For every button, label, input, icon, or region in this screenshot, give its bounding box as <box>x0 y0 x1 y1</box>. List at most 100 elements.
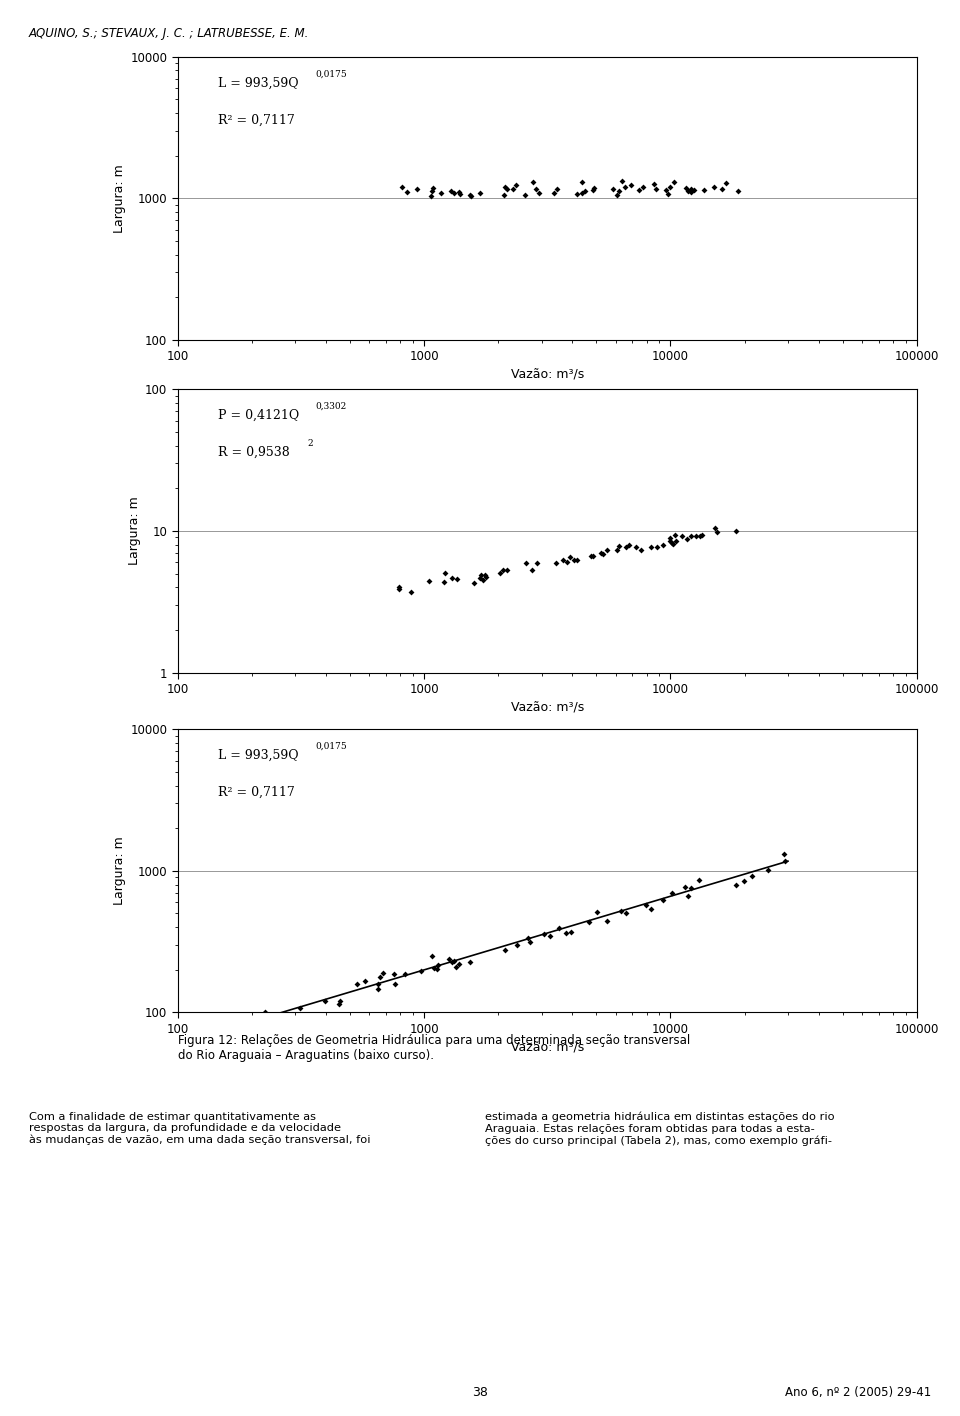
Point <box>423 184 439 207</box>
Point <box>745 865 760 888</box>
Point <box>430 957 445 980</box>
Point <box>372 966 388 988</box>
Point <box>662 530 678 552</box>
Point <box>665 532 681 555</box>
X-axis label: Vazão: m³/s: Vazão: m³/s <box>511 700 584 714</box>
Point <box>257 1000 273 1022</box>
Point <box>551 916 566 939</box>
Point <box>578 180 593 202</box>
Point <box>582 910 597 933</box>
Point <box>451 953 467 976</box>
X-axis label: Vazão: m³/s: Vazão: m³/s <box>511 1039 584 1054</box>
Point <box>662 176 678 198</box>
Point <box>499 177 515 200</box>
Point <box>667 524 683 547</box>
Point <box>386 963 401 986</box>
Point <box>614 170 630 193</box>
Point <box>643 898 659 920</box>
Point <box>585 178 600 201</box>
Point <box>424 180 440 202</box>
Point <box>462 952 477 974</box>
Point <box>658 178 673 201</box>
Point <box>495 558 511 581</box>
Point <box>688 525 704 548</box>
Point <box>446 181 462 204</box>
Text: 0,0175: 0,0175 <box>316 742 348 750</box>
Point <box>662 527 678 549</box>
Point <box>444 566 460 589</box>
Point <box>532 181 547 204</box>
Point <box>684 877 699 899</box>
Text: R² = 0,7117: R² = 0,7117 <box>218 113 295 126</box>
Point <box>441 949 456 971</box>
Text: AQUINO, S.; STEVAUX, J. C. ; LATRUBESSE, E. M.: AQUINO, S.; STEVAUX, J. C. ; LATRUBESSE,… <box>29 27 309 40</box>
Point <box>648 178 663 201</box>
Point <box>706 176 721 198</box>
Point <box>496 184 512 207</box>
Point <box>525 171 540 194</box>
Point <box>714 177 730 200</box>
Point <box>562 545 577 568</box>
Point <box>675 525 690 548</box>
Point <box>695 524 710 547</box>
Point <box>394 176 409 198</box>
Text: Ano 6, nº 2 (2005) 29-41: Ano 6, nº 2 (2005) 29-41 <box>785 1386 931 1399</box>
Point <box>629 535 644 558</box>
Point <box>656 534 671 556</box>
Point <box>449 568 465 590</box>
Point <box>426 956 442 978</box>
Point <box>613 899 629 922</box>
Point <box>448 956 464 978</box>
Point <box>586 544 601 566</box>
Point <box>548 552 564 575</box>
Point <box>569 183 585 205</box>
Point <box>508 173 523 195</box>
Point <box>414 960 429 983</box>
Text: L = 993,59Q: L = 993,59Q <box>218 749 299 762</box>
Y-axis label: Largura: m: Largura: m <box>128 497 141 565</box>
Point <box>473 564 489 586</box>
Point <box>691 869 707 892</box>
Point <box>529 552 544 575</box>
Point <box>517 552 533 575</box>
Point <box>638 893 654 916</box>
Point <box>612 180 627 202</box>
X-axis label: Vazão: m³/s: Vazão: m³/s <box>511 367 584 381</box>
Point <box>623 173 638 195</box>
Point <box>424 944 440 967</box>
Point <box>479 565 494 588</box>
Point <box>358 970 373 993</box>
Point <box>472 181 488 204</box>
Point <box>409 178 424 201</box>
Point <box>776 843 791 865</box>
Point <box>656 889 671 912</box>
Text: Figura 12: Relações de Geometria Hidráulica para uma determinada seção transvers: Figura 12: Relações de Geometria Hidrául… <box>178 1034 690 1062</box>
Point <box>679 528 694 551</box>
Text: 38: 38 <box>472 1386 488 1399</box>
Point <box>618 537 634 559</box>
Point <box>668 530 684 552</box>
Point <box>292 997 307 1020</box>
Point <box>692 525 708 548</box>
Point <box>599 539 614 562</box>
Point <box>617 176 633 198</box>
Point <box>349 973 365 995</box>
Point <box>569 549 585 572</box>
Point <box>397 963 413 986</box>
Point <box>549 177 564 200</box>
Point <box>446 949 462 971</box>
Text: P = 0,4121Q: P = 0,4121Q <box>218 409 300 422</box>
Point <box>595 542 611 565</box>
Point <box>564 920 579 943</box>
Point <box>451 180 467 202</box>
Point <box>375 961 391 984</box>
Point <box>708 517 723 539</box>
Point <box>392 578 407 600</box>
Point <box>729 520 744 542</box>
Point <box>497 939 513 961</box>
Point <box>660 183 676 205</box>
Point <box>403 581 419 603</box>
Point <box>452 183 468 205</box>
Point <box>606 178 621 201</box>
Point <box>430 954 445 977</box>
